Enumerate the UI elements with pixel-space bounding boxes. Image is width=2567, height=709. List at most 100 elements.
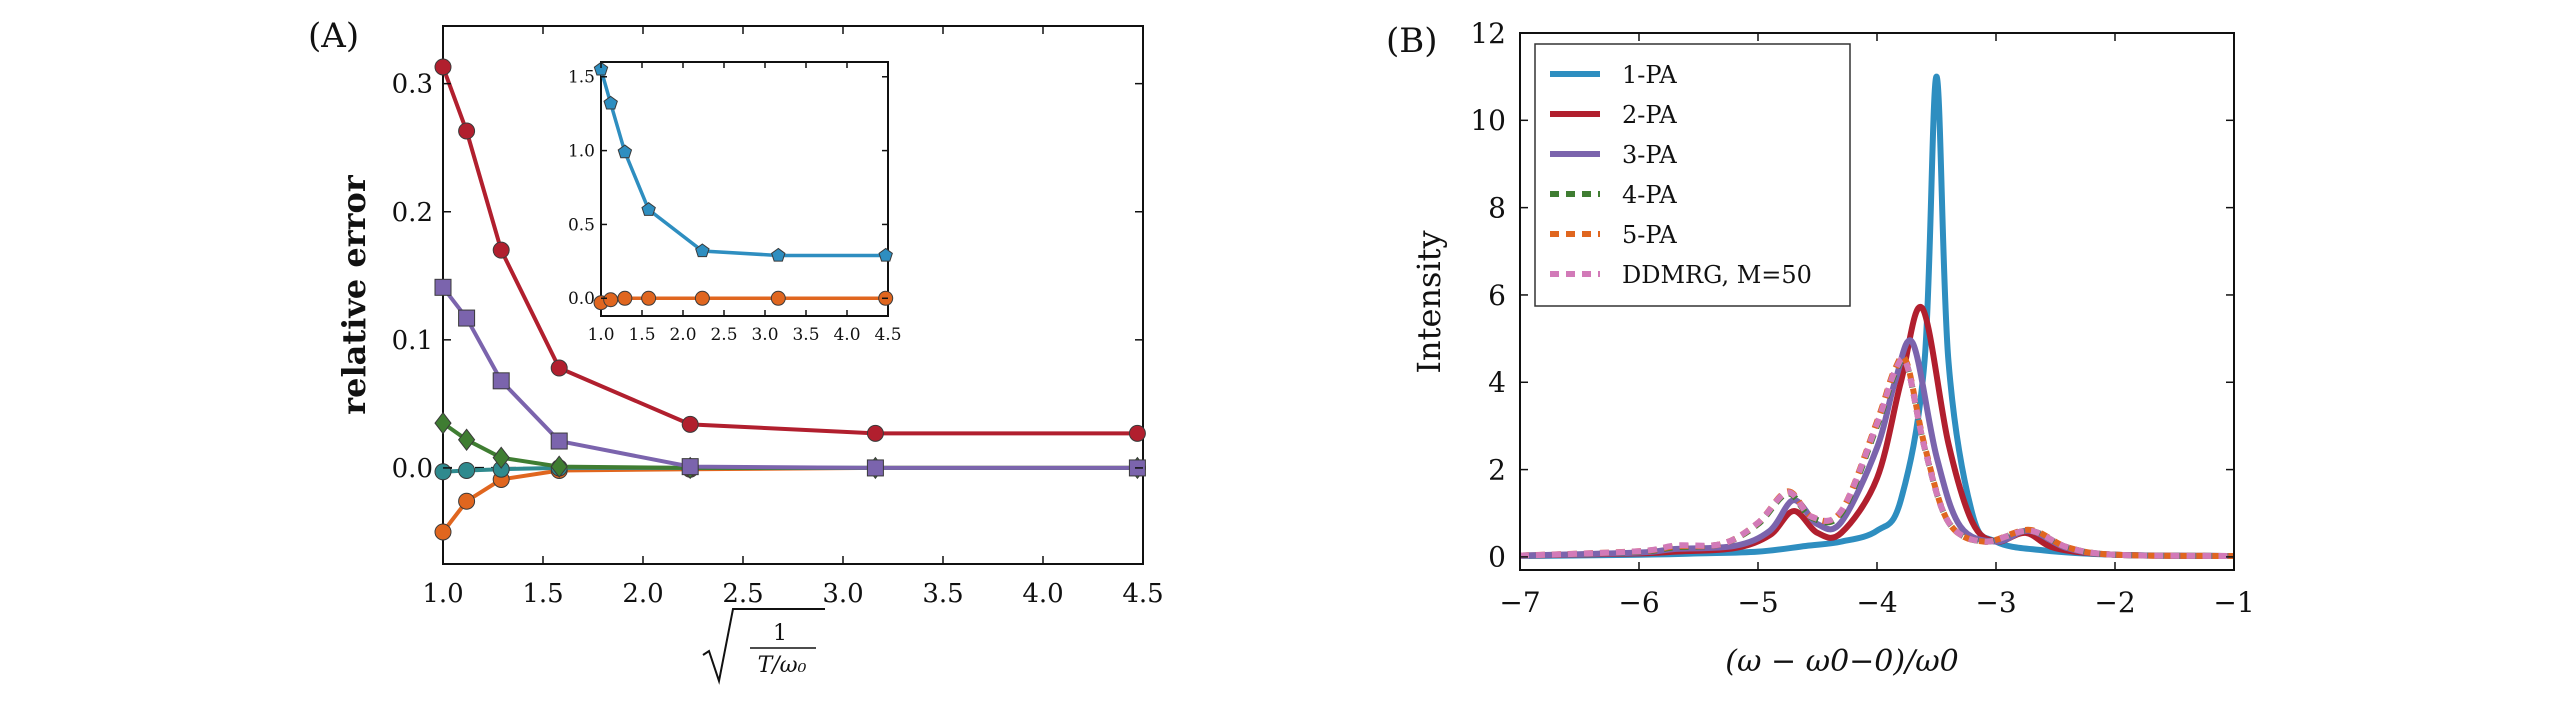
chart-a-xlabel-num: 1 [773,621,787,646]
inset-frame [600,61,889,317]
chart-b-series-5-pa [1520,353,2234,560]
chart-a-point [457,428,476,451]
chart-a-xtick-label: 1.0 [422,579,463,609]
chart-a-xlabel-radical [702,608,825,685]
chart-a-point [458,122,476,140]
chart-b-xtick-label: −2 [2094,586,2135,619]
chart-a-point [434,58,452,76]
chart-a-point [866,459,884,477]
inset-point [603,292,619,308]
inset-xtick-label: 2.5 [710,325,737,345]
chart-b-series-ddmrg-m-50 [1520,355,2234,560]
chart-b-ytick-label: 2 [1488,453,1506,486]
inset-ytick-label: 0.0 [568,289,595,309]
inset-xtick-label: 4.0 [833,325,860,345]
chart-a-point [492,241,510,259]
chart-b-ytick-label: 10 [1470,104,1506,137]
panel-label-b: (B) [1386,21,1438,61]
chart-b-legend-label: 3-PA [1622,141,1677,169]
chart-a-point [458,309,476,327]
inset-ytick-label: 1.5 [568,68,595,88]
inset-ytick-label: 0.5 [568,215,595,235]
chart-a-point [1128,424,1146,442]
chart-b-legend-label: 4-PA [1622,181,1677,209]
inset-xtick-label: 4.5 [874,325,901,345]
chart-a-xlabel-den: T/ω₀ [758,653,807,678]
inset-xtick-label: 2.0 [669,325,696,345]
chart-a-point [434,463,452,481]
inset-point [694,290,710,306]
chart-a-xtick-label: 4.0 [1022,579,1063,609]
chart-a-point [681,415,699,433]
inset-point [641,202,656,216]
chart-a-point [550,455,568,478]
inset-ytick-label: 1.0 [568,142,595,162]
chart-a-point [681,458,699,476]
inset-point [641,290,657,306]
chart-b-legend-label: 2-PA [1622,101,1677,129]
chart-b-ytick-label: 8 [1488,191,1506,224]
chart-a-xtick-label: 4.5 [1122,579,1163,609]
chart-b-xtick-label: −3 [1975,586,2016,619]
chart-a-point [434,278,452,296]
chart-b-xtick-label: −4 [1856,586,1897,619]
chart-a-point [458,461,476,479]
chart-a-point [434,523,452,541]
inset-point [770,290,786,306]
inset-point [603,95,618,110]
inset-point [617,144,633,159]
inset-xtick-label: 3.5 [792,325,819,345]
inset-point [771,247,786,262]
chart-a-xtick-label: 2.0 [622,579,663,609]
chart-b-legend-label: 1-PA [1622,61,1677,89]
inset-xtick-label: 1.0 [587,325,614,345]
chart-b: −7 −6 −5 −4 −3 −2 −1 0 2 4 6 8 10 12 Intensity (ω − ω0−… [1410,17,2255,679]
chart-b-ytick-label: 4 [1488,366,1506,399]
chart-b-ytick-label: 0 [1488,541,1506,574]
panel-label-a: (A) [308,16,359,56]
inset-point [617,290,633,306]
chart-b-series-4-pa [1520,356,2234,560]
chart-a-xtick-label: 1.5 [522,579,563,609]
chart-a-ytick-label: 0.1 [392,326,433,356]
chart-b-series-1-pa [1520,73,2234,560]
chart-a: 1.0 1.5 2.0 2.5 3.0 3.5 4.0 4.5 0.0 0.1 0.2 0.3 rela… [335,25,1164,685]
chart-a-point [866,424,884,442]
chart-a-point [550,432,568,450]
inset-point [593,61,609,76]
chart-b-legend-box [1534,43,1851,307]
chart-a-point [550,359,568,377]
chart-b-legend-label: DDMRG, M=50 [1622,261,1812,289]
chart-a-xtick-label: 3.5 [922,579,963,609]
chart-b-xtick-label: −7 [1499,586,1540,619]
chart-a-point [458,492,476,510]
chart-a-point [434,411,452,435]
inset-xtick-label: 1.5 [628,325,655,345]
chart-a-ytick-label: 0.0 [392,454,433,484]
chart-b-ytick-label: 6 [1488,279,1506,312]
chart-b-xtick-label: −5 [1737,586,1778,619]
chart-b-series-2-pa [1520,303,2234,560]
chart-b-xlabel: (ω − ω0−0)/ω0 [1725,644,1959,679]
chart-a-xtick-label: 3.0 [822,579,863,609]
chart-b-xtick-label: −6 [1618,586,1659,619]
chart-a-ytick-label: 0.3 [392,70,433,100]
inset-point [878,247,893,262]
inset-point [695,243,710,258]
chart-a-series-line [441,465,1138,534]
chart-a-point [492,372,510,390]
chart-a-inset: 1.0 1.5 2.0 2.5 3.0 3.5 4.0 4.5 0.0 0.5 1.0 1.5 [568,61,902,345]
chart-b-legend-label: 5-PA [1622,221,1677,249]
chart-b-plot [1520,73,2234,560]
chart-a-ylabel: relative error [335,174,373,415]
chart-b-xtick-label: −1 [2213,586,2254,619]
chart-a-ytick-label: 0.2 [392,198,433,228]
chart-b-ylabel: Intensity [1410,230,1448,373]
chart-a-point [492,446,510,469]
chart-b-ytick-label: 12 [1470,17,1506,50]
chart-b-legend: 1-PA 2-PA 3-PA 4-PA 5-PA DDMRG, M=50 [1534,43,1851,307]
inset-xtick-label: 3.0 [751,325,778,345]
chart-a-xtick-label: 2.5 [722,579,763,609]
chart-b-series-3-pa [1520,337,2234,560]
